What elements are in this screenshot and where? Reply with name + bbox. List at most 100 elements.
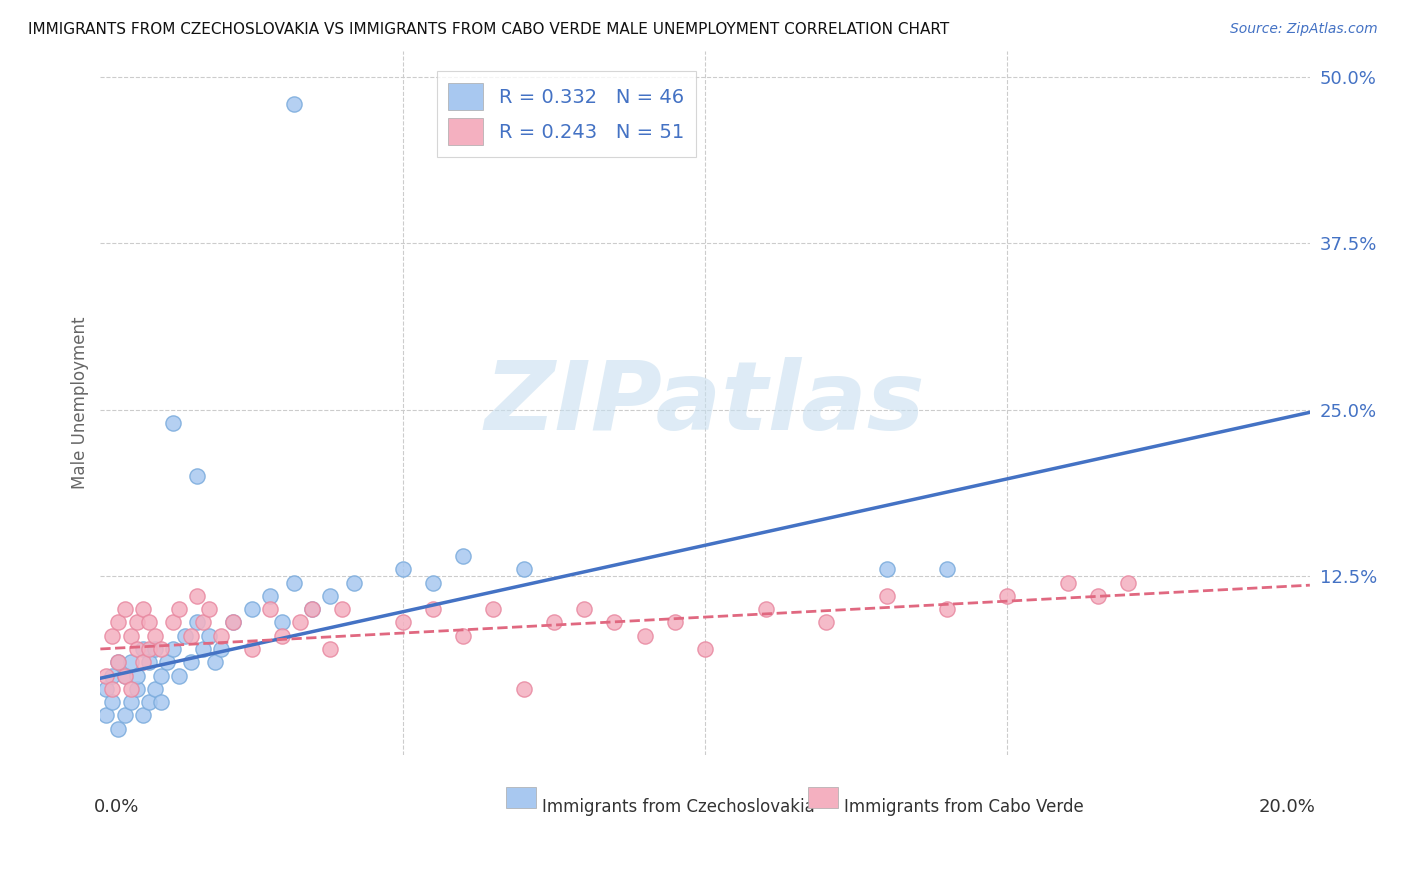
Point bbox=[222, 615, 245, 630]
Text: Immigrants from Cabo Verde: Immigrants from Cabo Verde bbox=[844, 797, 1084, 815]
Point bbox=[96, 708, 118, 723]
Point bbox=[107, 655, 129, 669]
Point bbox=[572, 602, 595, 616]
Point bbox=[120, 695, 142, 709]
Point bbox=[259, 602, 281, 616]
Point bbox=[876, 562, 898, 576]
Point bbox=[143, 681, 166, 696]
Point bbox=[198, 629, 221, 643]
Text: 20.0%: 20.0% bbox=[1258, 797, 1316, 815]
Text: Immigrants from Czechoslovakia: Immigrants from Czechoslovakia bbox=[541, 797, 814, 815]
Point bbox=[664, 615, 686, 630]
Point bbox=[301, 602, 323, 616]
Point bbox=[131, 708, 153, 723]
Point bbox=[96, 681, 118, 696]
Point bbox=[186, 589, 208, 603]
Point bbox=[180, 655, 202, 669]
Point bbox=[1057, 575, 1080, 590]
Point bbox=[633, 629, 655, 643]
Point bbox=[107, 655, 129, 669]
Point bbox=[149, 695, 172, 709]
Point bbox=[422, 602, 444, 616]
Point bbox=[1118, 575, 1140, 590]
Point bbox=[114, 708, 136, 723]
Point bbox=[120, 655, 142, 669]
Point bbox=[603, 615, 626, 630]
Point bbox=[1087, 589, 1109, 603]
Point bbox=[240, 642, 263, 657]
Point bbox=[209, 642, 232, 657]
Point bbox=[149, 668, 172, 682]
FancyBboxPatch shape bbox=[506, 787, 536, 808]
Point bbox=[162, 615, 184, 630]
Point bbox=[391, 615, 413, 630]
Point bbox=[162, 642, 184, 657]
Point bbox=[997, 589, 1019, 603]
Point bbox=[131, 655, 153, 669]
Point bbox=[815, 615, 838, 630]
Text: 0.0%: 0.0% bbox=[94, 797, 139, 815]
Point bbox=[209, 629, 232, 643]
Point bbox=[156, 655, 179, 669]
Point bbox=[222, 615, 245, 630]
Point bbox=[186, 615, 208, 630]
Point bbox=[167, 668, 190, 682]
Point bbox=[138, 642, 160, 657]
Point bbox=[96, 668, 118, 682]
Point bbox=[512, 562, 534, 576]
Point bbox=[270, 615, 292, 630]
Point bbox=[330, 602, 353, 616]
Point bbox=[101, 695, 124, 709]
Point bbox=[101, 668, 124, 682]
Point bbox=[343, 575, 366, 590]
Point bbox=[391, 562, 413, 576]
Point bbox=[107, 615, 129, 630]
Text: Source: ZipAtlas.com: Source: ZipAtlas.com bbox=[1230, 22, 1378, 37]
Point bbox=[125, 681, 148, 696]
Point bbox=[167, 602, 190, 616]
Point bbox=[114, 668, 136, 682]
Point bbox=[120, 629, 142, 643]
Point bbox=[138, 615, 160, 630]
Point bbox=[149, 642, 172, 657]
Point bbox=[186, 469, 208, 483]
FancyBboxPatch shape bbox=[808, 787, 838, 808]
Point bbox=[125, 668, 148, 682]
Point bbox=[101, 681, 124, 696]
Point bbox=[288, 615, 311, 630]
Point bbox=[107, 722, 129, 736]
Point bbox=[693, 642, 716, 657]
Point bbox=[543, 615, 565, 630]
Text: IMMIGRANTS FROM CZECHOSLOVAKIA VS IMMIGRANTS FROM CABO VERDE MALE UNEMPLOYMENT C: IMMIGRANTS FROM CZECHOSLOVAKIA VS IMMIGR… bbox=[28, 22, 949, 37]
Legend: R = 0.332   N = 46, R = 0.243   N = 51: R = 0.332 N = 46, R = 0.243 N = 51 bbox=[437, 71, 696, 157]
Point bbox=[319, 589, 342, 603]
Point bbox=[162, 416, 184, 430]
Point bbox=[936, 602, 959, 616]
Point bbox=[319, 642, 342, 657]
Point bbox=[191, 615, 214, 630]
Point bbox=[451, 629, 474, 643]
Point bbox=[755, 602, 778, 616]
Point bbox=[143, 642, 166, 657]
Point bbox=[512, 681, 534, 696]
Point bbox=[191, 642, 214, 657]
Point bbox=[138, 655, 160, 669]
Point bbox=[120, 681, 142, 696]
Point bbox=[301, 602, 323, 616]
Point bbox=[131, 642, 153, 657]
Point bbox=[198, 602, 221, 616]
Text: ZIPatlas: ZIPatlas bbox=[485, 357, 925, 450]
Point bbox=[422, 575, 444, 590]
Point bbox=[114, 602, 136, 616]
Point bbox=[240, 602, 263, 616]
Point bbox=[174, 629, 197, 643]
Point bbox=[283, 96, 305, 111]
Point bbox=[204, 655, 226, 669]
Point bbox=[180, 629, 202, 643]
Point bbox=[270, 629, 292, 643]
Point bbox=[283, 575, 305, 590]
Point bbox=[451, 549, 474, 563]
Point bbox=[876, 589, 898, 603]
Point bbox=[138, 695, 160, 709]
Point bbox=[259, 589, 281, 603]
